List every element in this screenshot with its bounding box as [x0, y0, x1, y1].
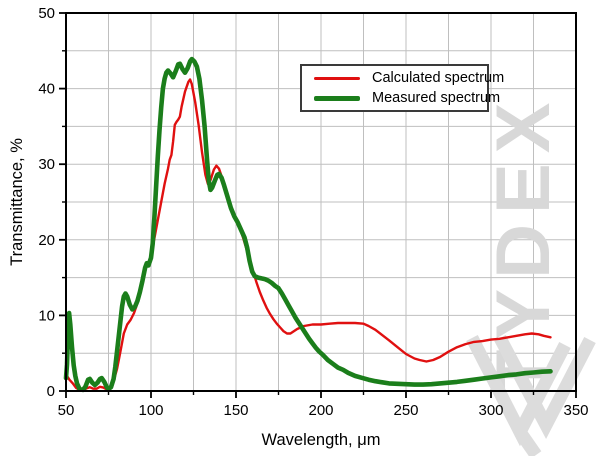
gridlines — [66, 13, 576, 391]
x-tick-label: 250 — [393, 402, 418, 419]
watermark: TYDEX — [466, 93, 596, 456]
legend-box: Calculated spectrum Measured spectrum — [300, 64, 504, 112]
x-tick-label: 300 — [478, 402, 503, 419]
y-tick-label: 10 — [38, 307, 55, 324]
y-tick-label: 40 — [38, 81, 55, 98]
y-tick-label: 30 — [38, 156, 55, 173]
x-tick-label: 150 — [223, 402, 248, 419]
series-measured — [63, 56, 553, 393]
y-tick-label: 50 — [38, 5, 55, 22]
tick-labels: 50 100 150 200 250 300 350 0 10 20 30 40 50 — [38, 5, 588, 419]
axes — [59, 12, 577, 398]
y-axis-title: Transmittance, % — [8, 138, 26, 266]
y-tick-label: 20 — [38, 232, 55, 249]
legend-label-measured: Measured spectrum — [372, 90, 501, 106]
legend-item-calculated: Calculated spectrum — [302, 68, 504, 88]
measured-line-sample — [314, 95, 360, 101]
y-tick-label: 0 — [47, 383, 55, 400]
x-axis-title: Wavelength, μm — [262, 431, 381, 449]
x-tick-label: 100 — [138, 402, 163, 419]
calculated-line-sample — [314, 76, 360, 80]
tydex-watermark-text: TYDEX — [481, 93, 566, 396]
legend-item-measured: Measured spectrum — [302, 88, 500, 108]
x-tick-label: 50 — [58, 402, 75, 419]
legend-label-calculated: Calculated spectrum — [372, 70, 505, 86]
x-tick-label: 350 — [563, 402, 588, 419]
x-tick-label: 200 — [308, 402, 333, 419]
data-curves — [63, 56, 553, 393]
